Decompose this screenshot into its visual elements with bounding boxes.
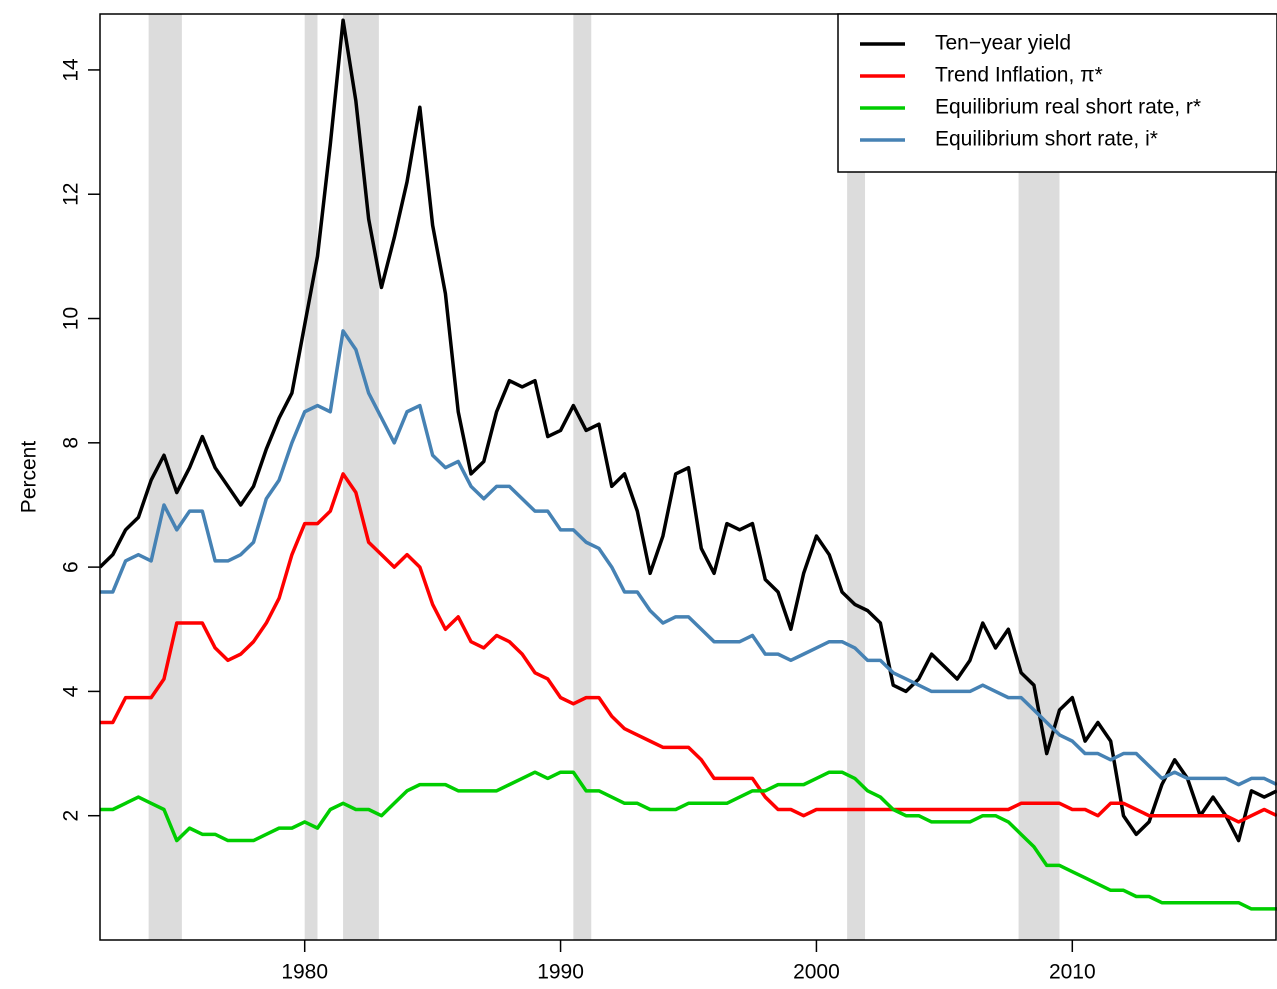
recession-band [847, 14, 866, 940]
series-line [100, 770, 1277, 911]
legend-label: Equilibrium real short rate, r* [935, 96, 1201, 119]
x-tick-label: 2010 [1049, 961, 1096, 984]
legend-label: Equilibrium short rate, i* [935, 128, 1158, 151]
lines [100, 18, 1277, 911]
recession-band [573, 14, 592, 940]
series-line [100, 18, 1277, 843]
recession-band [343, 14, 379, 940]
legend: Ten−year yield Trend Inflation, π* Equilib… [837, 13, 1277, 173]
axes: 2 4 6 8 10 12 14 1980 1990 2000 2010 [60, 58, 1096, 984]
plot-frame [99, 13, 1277, 941]
legend-box [837, 13, 1277, 173]
y-axis-label: Percent [18, 441, 41, 514]
y-tick-label: 4 [60, 685, 83, 697]
y-tick-label: 14 [60, 58, 83, 82]
series-line [100, 472, 1277, 824]
x-tick-label: 2000 [793, 961, 840, 984]
series-line [100, 329, 1277, 787]
recession-band [304, 14, 318, 940]
y-tick-label: 6 [60, 561, 83, 573]
x-tick-label: 1980 [281, 961, 328, 984]
legend-label: Ten−year yield [935, 32, 1071, 55]
legend-label: Trend Inflation, π* [935, 64, 1103, 87]
y-tick-label: 10 [60, 307, 83, 330]
y-tick-label: 12 [60, 183, 83, 206]
y-tick-label: 8 [60, 437, 83, 449]
y-tick-label: 2 [60, 810, 83, 822]
x-tick-label: 1990 [537, 961, 584, 984]
